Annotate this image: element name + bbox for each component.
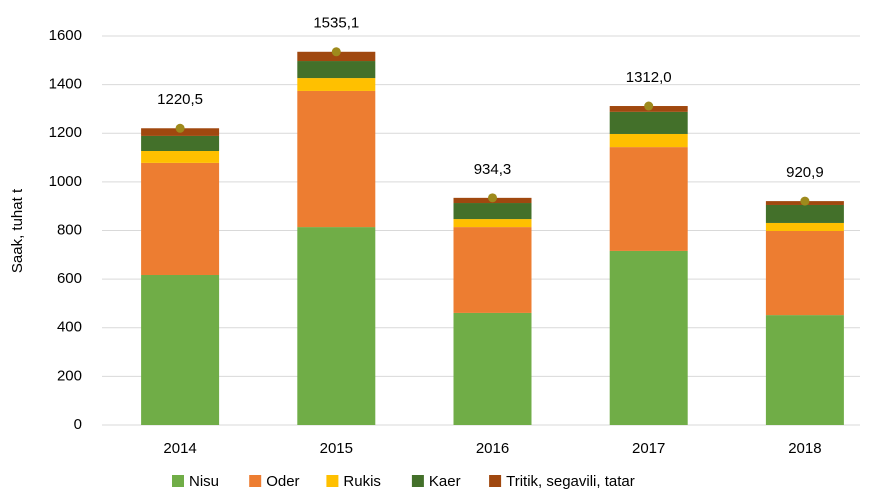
bar-segment: [453, 219, 532, 228]
total-label: 934,3: [474, 161, 512, 178]
bar-segment: [297, 51, 376, 62]
total-marker: [331, 47, 341, 57]
bar-segment: [765, 230, 844, 316]
total-marker: [800, 196, 810, 206]
total-label: 1220,5: [157, 91, 203, 108]
bar-segment: [765, 315, 844, 425]
x-tick-label: 2015: [320, 440, 353, 457]
bar-segment: [453, 203, 532, 220]
legend-swatch: [489, 475, 502, 487]
x-tick-label: 2014: [163, 440, 196, 457]
bar-segment: [297, 227, 376, 425]
legend-label: Kaer: [429, 473, 461, 490]
bar-segment: [609, 111, 688, 134]
bar-segment: [297, 78, 376, 91]
y-tick-label: 600: [57, 270, 82, 287]
legend-swatch: [249, 475, 262, 487]
total-label: 920,9: [786, 164, 824, 181]
bar-segment: [453, 227, 532, 313]
bar-segment: [141, 135, 220, 151]
bar-segment: [141, 162, 220, 275]
bar-segment: [141, 274, 220, 425]
total-marker: [488, 193, 497, 203]
bar-segment: [297, 61, 376, 79]
legend-swatch: [326, 475, 339, 487]
legend-label: Oder: [266, 473, 299, 490]
bar-segment: [765, 222, 844, 231]
y-tick-label: 0: [74, 416, 82, 433]
y-tick-label: 1200: [49, 124, 82, 141]
total-label: 1535,1: [313, 15, 359, 32]
y-axis-label: Saak, tuhat t: [9, 188, 26, 273]
bar-segment: [609, 133, 688, 148]
bar-segment: [453, 312, 532, 425]
total-marker: [644, 101, 654, 111]
legend-label: Rukis: [343, 473, 381, 490]
y-tick-label: 1000: [49, 173, 82, 190]
total-label: 1312,0: [626, 69, 672, 86]
legend-label: Nisu: [189, 473, 219, 490]
x-tick-label: 2017: [632, 440, 665, 457]
y-tick-label: 1600: [49, 27, 82, 44]
legend-swatch: [172, 475, 184, 487]
legend-label: Tritik, segavili, tatar: [506, 473, 635, 490]
bar-segment: [609, 250, 688, 425]
x-tick-label: 2018: [788, 440, 821, 457]
bar-segment: [141, 150, 220, 163]
y-tick-label: 400: [57, 319, 82, 336]
y-tick-label: 1400: [49, 76, 82, 93]
total-marker: [175, 123, 185, 133]
x-tick-label: 2016: [476, 440, 509, 457]
bar-segment: [609, 147, 688, 251]
legend-swatch: [411, 475, 424, 487]
bar-segment: [765, 204, 844, 223]
bar-segment: [297, 90, 376, 228]
y-tick-label: 200: [57, 367, 82, 384]
y-tick-label: 800: [57, 221, 82, 238]
